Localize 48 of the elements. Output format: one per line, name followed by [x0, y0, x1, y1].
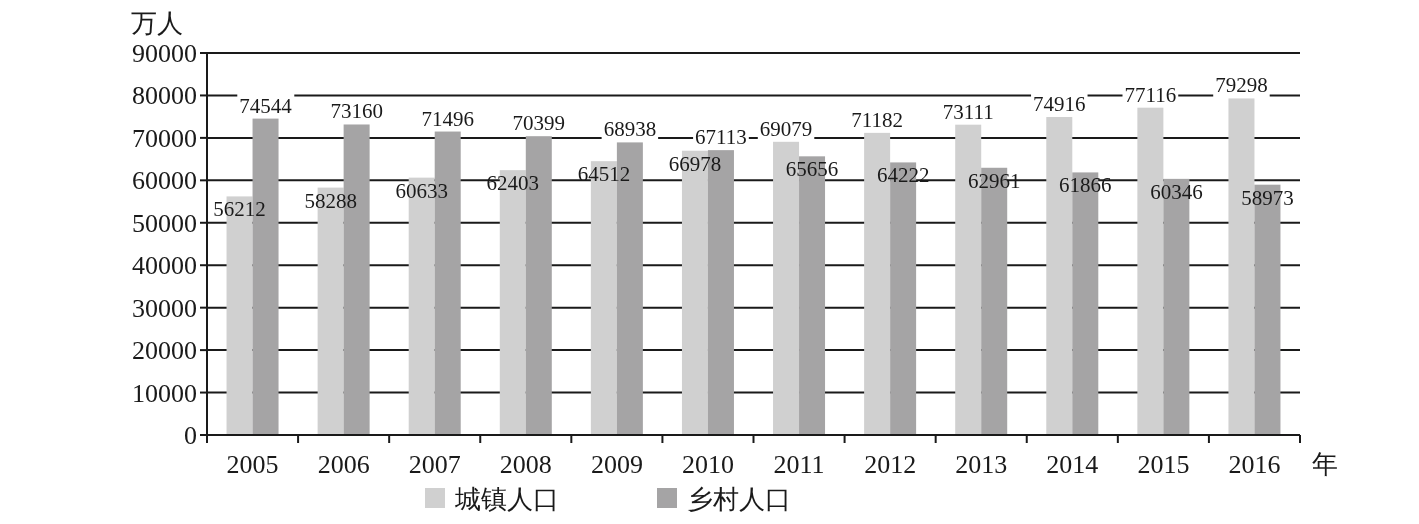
x-tick-label: 2011: [773, 450, 825, 479]
x-tick-label: 2005: [226, 450, 279, 479]
data-label: 60346: [1150, 179, 1203, 204]
data-label: 71182: [851, 107, 903, 132]
data-label: 77116: [1124, 82, 1177, 107]
y-tick-label: 60000: [132, 166, 197, 196]
y-axis-title: 万人: [131, 9, 183, 38]
data-label: 74916: [1033, 92, 1086, 117]
data-label: 66978: [668, 151, 722, 176]
x-tick-label: 2012: [864, 450, 917, 479]
y-tick-label: 30000: [132, 293, 197, 323]
x-tick-label: 2009: [590, 450, 643, 479]
data-label: 58973: [1241, 185, 1294, 210]
data-label: 58288: [304, 188, 357, 213]
data-label: 65656: [785, 157, 839, 182]
data-label: 64512: [577, 162, 631, 187]
data-label: 60633: [395, 178, 448, 203]
x-tick-label: 2007: [408, 450, 461, 479]
legend-label: 城镇人口: [454, 485, 559, 514]
x-tick-label: 2016: [1228, 450, 1281, 479]
data-label: 71496: [421, 106, 474, 131]
data-label: 56212: [213, 197, 266, 222]
data-label: 61866: [1059, 173, 1112, 198]
y-tick-label: 80000: [132, 81, 197, 111]
y-tick-label: 20000: [132, 336, 197, 366]
y-tick-label: 50000: [132, 208, 197, 238]
x-tick-label: 2008: [499, 450, 552, 479]
data-label: 73160: [330, 99, 383, 124]
y-tick-label: 90000: [132, 39, 197, 68]
y-tick-label: 40000: [132, 251, 197, 281]
data-label: 79298: [1215, 73, 1268, 98]
data-label: 62403: [486, 171, 540, 196]
x-tick-label: 2006: [317, 450, 370, 479]
x-tick-label: 2013: [955, 450, 1008, 479]
x-tick-label: 2014: [1046, 450, 1099, 479]
data-label: 69079: [759, 116, 813, 141]
data-label: 73111: [942, 99, 994, 124]
data-label: 67113: [695, 125, 747, 150]
x-tick-label: 2015: [1137, 450, 1190, 479]
legend-label: 乡村人口: [687, 485, 791, 514]
y-tick-label: 70000: [132, 123, 197, 153]
y-tick-label: 10000: [132, 378, 197, 408]
data-label: 74544: [239, 93, 293, 118]
y-tick-label: 0: [184, 421, 197, 450]
x-tick-label: 2010: [681, 450, 734, 479]
data-label: 68938: [603, 117, 657, 142]
data-label: 70399: [512, 111, 566, 136]
x-axis-title: 年: [1312, 450, 1338, 479]
